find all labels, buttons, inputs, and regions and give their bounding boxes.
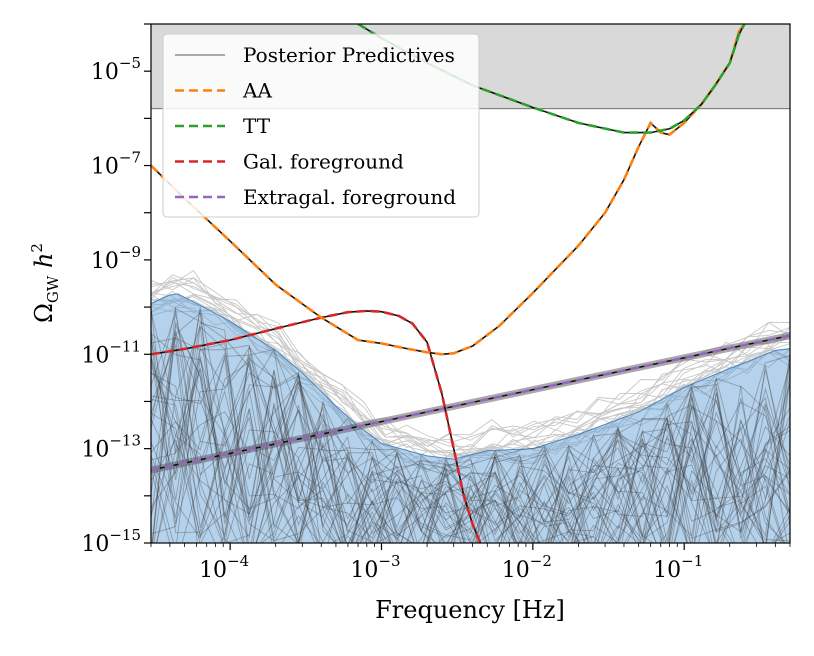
legend-label-aa: AA [242,79,272,103]
plot-frame [150,23,791,544]
posterior-predictive-dark [151,380,790,543]
x-tick-base: 10 [199,558,227,583]
x-tick-exp: −3 [378,552,400,570]
x-tick-exp: −2 [530,552,552,570]
posterior-predictive-light [151,294,790,472]
y-axis-label-sup: 2 [28,243,46,253]
x-axis-label: Frequency [Hz] [375,596,565,624]
posterior-predictive-light [151,298,790,462]
posterior-predictive-dark [151,383,790,543]
posterior-predictive-dark [151,312,790,543]
posterior-predictive-dark [151,331,785,543]
posterior-predictive-dark [152,320,790,543]
posterior-predictive-dark [151,364,790,543]
posterior-predictive-light [151,290,790,464]
posterior-predictive-dark [151,310,790,543]
posterior-band [151,293,790,543]
y-tick-label: 10−15 [81,526,141,557]
posterior-predictive-dark [151,311,790,543]
y-tick-label: 10−11 [81,337,141,368]
y-tick-exp: −15 [109,526,141,544]
legend-label-posterior-predictives: Posterior Predictives [243,43,455,67]
y-tick-exp: −11 [109,337,141,355]
posterior-predictive-light [151,299,790,458]
posterior-predictive-dark [151,398,783,543]
y-tick-exp: −9 [119,243,141,261]
posterior-predictive-dark [151,337,790,543]
x-tick-label: 10−2 [502,552,552,583]
posterior-predictive-dark [151,324,790,543]
posterior-predictive-dark [151,343,790,543]
y-axis-label-sub: GW [44,275,62,303]
x-tick-base: 10 [653,558,681,583]
posterior-predictive-dark [151,356,790,543]
posterior-predictive-light [151,282,790,448]
posterior-predictive-dark [151,358,790,543]
posterior-predictive-dark [151,307,790,543]
series-aa [151,24,746,356]
y-axis-label-tail: h [30,253,58,276]
posterior-predictive-dark [151,332,790,543]
y-tick-base: 10 [91,155,119,180]
y-tick-exp: −5 [119,54,141,72]
y-tick-base: 10 [81,438,109,463]
y-tick-label: 10−5 [91,54,141,85]
posterior-predictive-dark [151,307,790,543]
series-gal-foreground [151,309,482,543]
posterior-predictive-dark [151,337,790,543]
posterior-predictive-light [151,300,790,469]
posterior-predictive-dark [151,369,790,543]
posterior-predictive-dark [151,371,790,543]
x-tick-label: 10−4 [199,552,249,583]
posterior-predictive-dark [151,332,790,543]
posterior-predictive-dark [151,346,790,543]
posterior-predictive-dark [153,326,790,543]
posterior-predictive-dark [151,372,790,543]
posterior-predictive-dark [151,356,790,543]
series-tt [357,24,746,134]
y-tick-label: 10−13 [81,432,141,463]
posterior-predictive-dark [151,357,790,543]
posterior-predictive-dark [151,352,790,543]
legend: Posterior Predictives AA TT Gal. foreground… [162,33,480,218]
y-tick-exp: −13 [109,432,141,450]
posterior-predictive-dark [151,365,790,543]
posterior-predictive-dark [151,337,788,543]
x-tick-label: 10−1 [653,552,703,583]
y-axis-label: ΩGW h2 [28,243,62,323]
posterior-predictive-dark [151,306,790,543]
y-tick-base: 10 [91,249,119,274]
posterior-predictive-dark [151,307,790,543]
series-extragal-foreground [151,334,790,472]
posterior-predictive-light [151,281,790,447]
x-tick-base: 10 [502,558,530,583]
y-tick-base: 10 [81,532,109,557]
posterior-predictive-dark [156,322,790,543]
legend-label-extragal-foreground: Extragal. foreground [243,185,456,209]
legend-box [162,33,480,218]
posterior-predictive-dark [151,329,787,543]
y-tick-base: 10 [91,60,119,85]
legend-label-tt: TT [243,114,271,138]
x-tick-base: 10 [350,558,378,583]
y-tick-label: 10−9 [91,243,141,274]
x-tick-exp: −1 [681,552,703,570]
y-tick-exp: −7 [119,149,141,167]
x-tick-label: 10−3 [350,552,400,583]
y-axis-label-main: Ω [30,303,58,323]
y-tick-label: 10−7 [91,149,141,180]
posterior-predictive-dark [151,346,790,543]
x-tick-exp: −4 [227,552,249,570]
legend-label-gal-foreground: Gal. foreground [243,150,404,174]
posterior-predictive-dark [151,361,790,543]
y-tick-base: 10 [81,343,109,368]
